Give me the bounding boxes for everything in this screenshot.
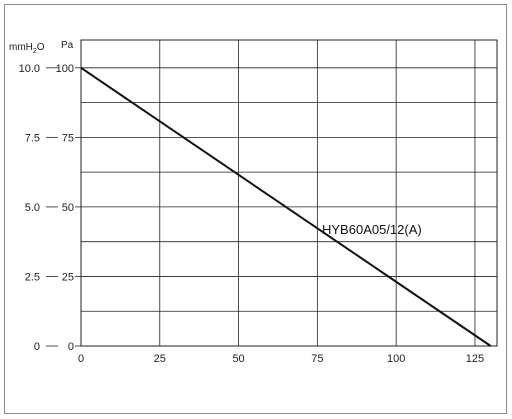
x-tick-label: 0	[78, 353, 84, 365]
y-pa-tick-label: 50	[62, 202, 74, 214]
axis-units: mmH2O Pa	[9, 40, 74, 55]
x-tick-label: 25	[154, 353, 166, 365]
series: HYB60A05/12(A)	[80, 66, 492, 347]
outer-frame	[4, 4, 507, 414]
y-pa-tick-label: 100	[56, 63, 74, 75]
series-line	[80, 66, 492, 347]
y-pa-tick-label: 75	[62, 132, 74, 144]
y-pa-tick-label: 25	[62, 271, 74, 283]
grid	[81, 40, 497, 346]
plot-border	[80, 39, 498, 347]
x-tick-label: 125	[466, 353, 484, 365]
axes: 0 25 50 75 100 125 0 25 50 75 100 0 2.5 5.0 7.5 10.0	[19, 63, 485, 365]
x-tick-label: 50	[232, 353, 244, 365]
x-tick-label: 100	[387, 353, 405, 365]
y-mmh2o-tick-label: 5.0	[25, 202, 40, 214]
x-tick-label: 75	[311, 353, 323, 365]
y-mmh2o-tick-label: 10.0	[19, 63, 40, 75]
y-mmh2o-tick-label: 7.5	[25, 132, 40, 144]
series-label: HYB60A05/12(A)	[322, 222, 422, 237]
y-mmh2o-tick-label: 2.5	[25, 271, 40, 283]
y-mmh2o-tick-label: 0	[34, 341, 40, 353]
pa-unit-label: Pa	[61, 40, 74, 51]
mmh2o-unit-label: mmH2O	[9, 42, 45, 55]
y-pa-tick-label: 0	[68, 341, 74, 353]
